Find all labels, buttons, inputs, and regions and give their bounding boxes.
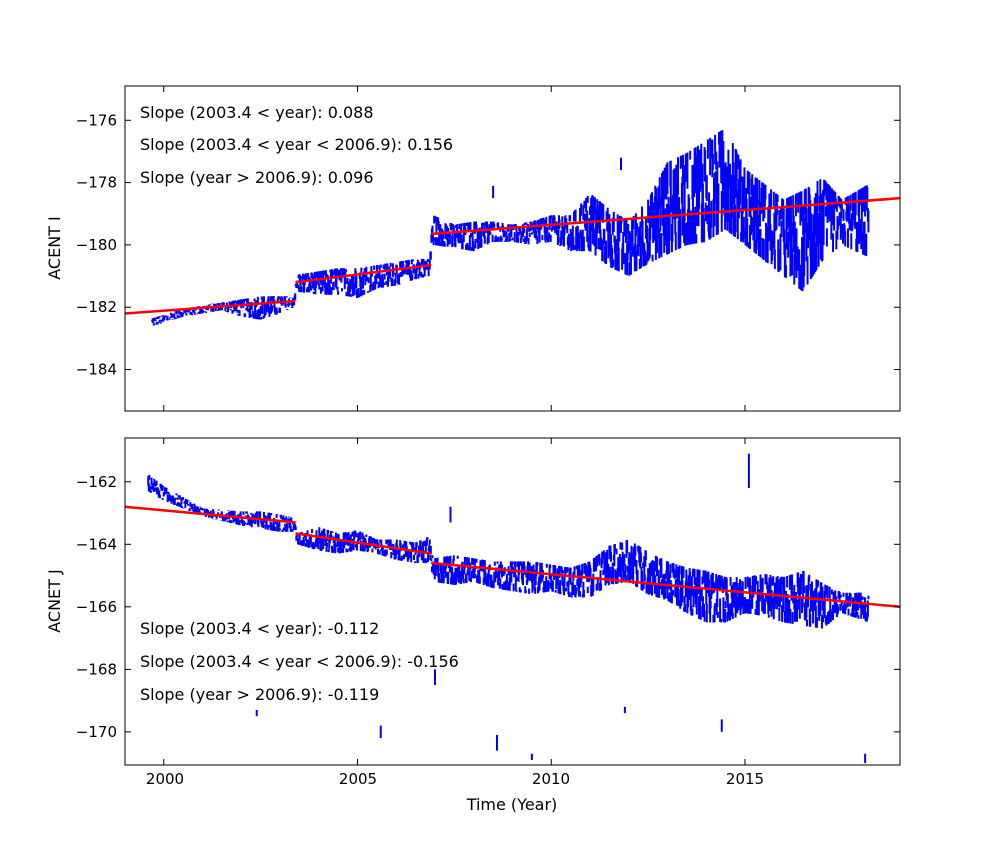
y-tick-label: −170 bbox=[76, 723, 117, 741]
y-tick-label: −182 bbox=[76, 298, 117, 316]
data-series bbox=[125, 130, 900, 326]
y-axis-label-top: ACENT I bbox=[45, 216, 64, 280]
fit-line bbox=[125, 505, 296, 524]
y-tick-label: −180 bbox=[76, 236, 117, 254]
data-series bbox=[125, 453, 900, 764]
fit-line bbox=[295, 532, 432, 555]
x-tick-labels: 2000 2005 2010 2015 bbox=[146, 770, 764, 788]
x-tick-label: 2005 bbox=[339, 770, 377, 788]
axes-frame bbox=[124, 437, 901, 766]
slope-annotation: Slope (year > 2006.9): -0.119 bbox=[140, 685, 379, 704]
panel-acent-i: −176 −178 −180 −182 −184 bbox=[76, 85, 901, 412]
axes-frame bbox=[124, 85, 901, 412]
fit-line bbox=[431, 196, 900, 236]
bottom-annotations: Slope (2003.4 < year): -0.112 Slope (200… bbox=[140, 619, 459, 704]
x-axis-label: Time (Year) bbox=[466, 795, 558, 814]
slope-annotation: Slope (year > 2006.9): 0.096 bbox=[140, 168, 374, 187]
x-tick-label: 2010 bbox=[532, 770, 570, 788]
slope-annotation: Slope (2003.4 < year): 0.088 bbox=[140, 103, 374, 122]
y-tick-label: −184 bbox=[76, 361, 117, 379]
y-axis-label-bottom: ACNET J bbox=[45, 569, 64, 633]
x-tick-label: 2015 bbox=[726, 770, 764, 788]
y-tick-label: −176 bbox=[76, 111, 117, 129]
y-tick-label: −166 bbox=[76, 598, 117, 616]
slope-annotation: Slope (2003.4 < year < 2006.9): -0.156 bbox=[140, 652, 459, 671]
y-tick-label: −168 bbox=[76, 660, 117, 678]
slope-annotation: Slope (2003.4 < year): -0.112 bbox=[140, 619, 379, 638]
panel-acnet-j: −162 −164 −166 −168 −170 bbox=[76, 437, 901, 766]
y-tick-label: −178 bbox=[76, 174, 117, 192]
y-tick-label: −164 bbox=[76, 535, 117, 553]
x-tick-label: 2000 bbox=[146, 770, 184, 788]
slope-annotation: Slope (2003.4 < year < 2006.9): 0.156 bbox=[140, 135, 453, 154]
fit-line bbox=[431, 561, 900, 609]
y-tick-label: −162 bbox=[76, 473, 117, 491]
top-annotations: Slope (2003.4 < year): 0.088 Slope (2003… bbox=[140, 103, 453, 187]
fit-line bbox=[125, 299, 296, 315]
fit-line bbox=[295, 263, 432, 284]
